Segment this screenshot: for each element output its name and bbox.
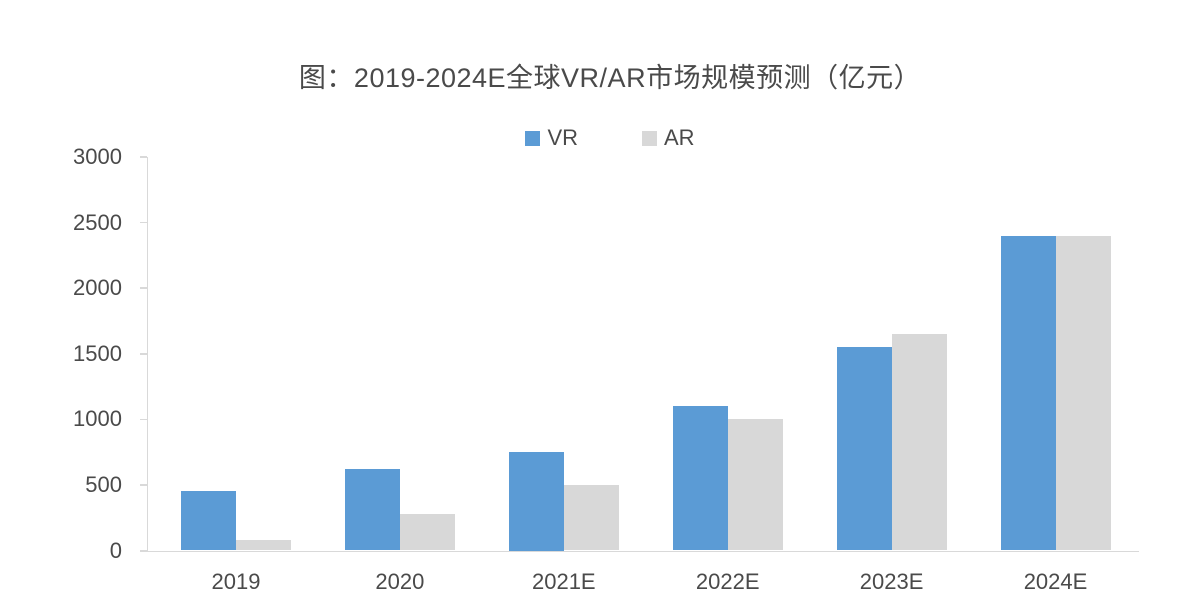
legend-swatch-vr-icon (525, 130, 541, 146)
legend-label-ar: AR (664, 125, 695, 150)
y-axis-label: 3000 (73, 144, 122, 169)
y-axis-label: 0 (109, 537, 122, 563)
y-axis-label: 2000 (73, 275, 122, 301)
x-axis-line (139, 550, 1139, 552)
y-axis-tick (139, 156, 147, 158)
bar-ar-2020 (399, 513, 455, 551)
bar-ar-2023e (891, 334, 947, 551)
y-axis-tick (139, 221, 147, 224)
y-axis-tick (139, 484, 147, 486)
x-axis-label: 2020 (375, 569, 425, 594)
bar-ar-2021e (563, 484, 619, 551)
y-axis-label: 500 (85, 471, 122, 497)
x-axis-label: 2024E (1023, 569, 1088, 594)
bar-ar-2019 (236, 540, 291, 551)
x-axis-label: 2023E (859, 569, 924, 594)
y-axis-label: 1500 (73, 340, 122, 366)
bar-vr-2022e (672, 406, 728, 551)
bar-vr-2021e (508, 452, 564, 551)
bar-ar-2022e (727, 419, 783, 551)
bar-vr-2024e (1000, 235, 1056, 551)
y-axis-line (146, 157, 148, 552)
bar-vr-2019 (181, 491, 236, 551)
y-axis-tick (139, 418, 147, 421)
legend-label-vr: VR (547, 125, 578, 150)
legend-swatch-ar-icon (642, 130, 657, 146)
legend-item-vr: VR (525, 125, 578, 151)
chart-title: 图：2019-2024E全球VR/AR市场规模预测（亿元） (298, 63, 922, 93)
x-axis-label: 2022E (695, 569, 760, 594)
chart-legend: VR AR (40, 125, 1180, 151)
y-axis-label: 2500 (73, 209, 122, 235)
x-axis-label: 2021E (531, 569, 596, 594)
legend-item-ar: AR (642, 125, 695, 151)
x-axis-label: 2019 (211, 569, 261, 594)
y-axis-tick (139, 287, 147, 289)
bar-ar-2024e (1055, 235, 1111, 551)
bar-vr-2023e (836, 347, 892, 551)
y-axis-tick (139, 353, 147, 355)
y-axis-label: 1000 (73, 406, 122, 432)
bar-vr-2020 (344, 469, 400, 551)
